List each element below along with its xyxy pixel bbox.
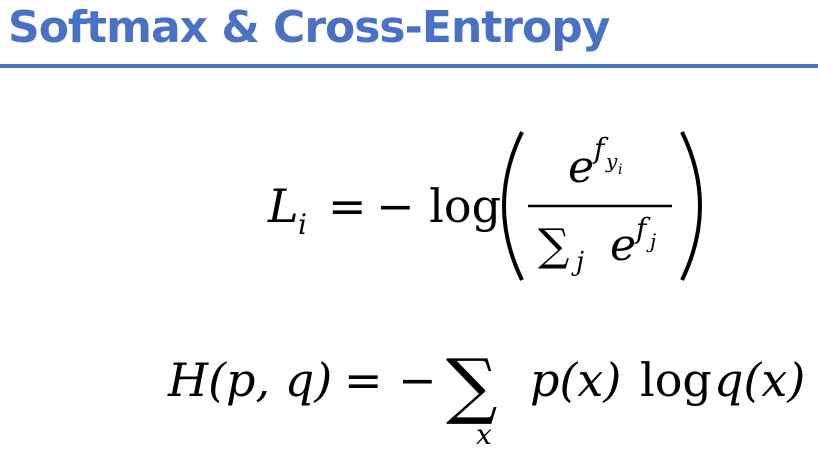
eq1-den-sum: ∑ (538, 220, 569, 271)
cross-entropy-equation: H(p, q) = − ∑ x p(x) log q(x) (167, 343, 805, 451)
eq1-left-paren (502, 131, 524, 281)
eq1-minus-log: − log (376, 179, 501, 233)
eq2-log: log (640, 353, 712, 407)
eq1-lhs-sub: i (298, 208, 307, 241)
eq1-right-paren (680, 131, 702, 281)
eq2-lhs: H(p, q) (167, 353, 332, 407)
eq1-num-exp-sub: y (605, 149, 618, 173)
eq2-minus: − (398, 353, 437, 407)
eq1-num-exp-subsub: i (618, 162, 622, 178)
eq1-lhs-var: L (267, 179, 299, 233)
eq2-term1: p(x) (530, 353, 621, 407)
eq1-den-base: e (610, 220, 636, 271)
eq1-den-exp: f (634, 212, 651, 245)
eq2-sum-sub: x (476, 418, 492, 451)
eq1-den-sum-sub: j (571, 247, 584, 277)
eq2-sum: ∑ (446, 343, 497, 427)
softmax-loss-equation: L i = − log e f y i ∑ j e f j (267, 131, 702, 281)
slide-title: Softmax & Cross-Entropy (8, 2, 610, 53)
eq2-equals: = (344, 353, 383, 407)
eq2-term2: q(x) (714, 353, 805, 407)
eq1-den-exp-sub: j (646, 229, 656, 253)
eq1-num-base: e (568, 142, 594, 193)
title-underline (0, 64, 818, 68)
eq1-equals: = (328, 179, 367, 233)
